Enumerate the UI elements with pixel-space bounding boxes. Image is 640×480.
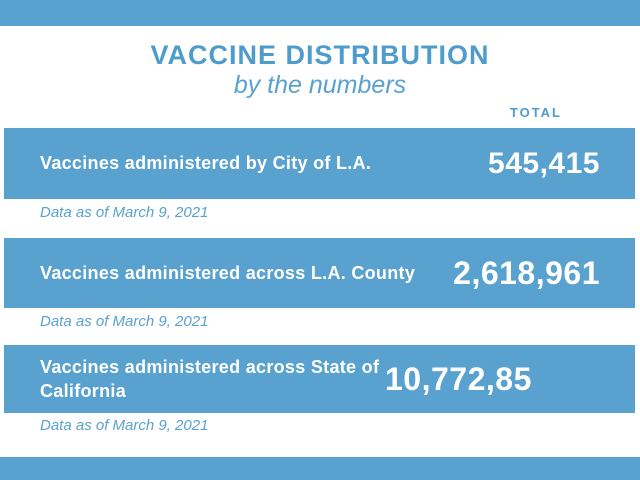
infographic-title: VACCINE DISTRIBUTION — [150, 40, 490, 70]
stat-value: 10,772,85 — [385, 360, 532, 397]
stat-note: Data as of March 9, 2021 — [40, 417, 209, 434]
top-accent-bar — [0, 0, 640, 26]
stat-value: 2,618,961 — [453, 254, 600, 291]
stat-row-california: Vaccines administered across State of Ca… — [4, 345, 635, 413]
infographic-subtitle: by the numbers — [233, 71, 407, 99]
bottom-accent-bar — [0, 457, 640, 480]
stat-row-city-la: Vaccines administered by City of L.A. 54… — [4, 128, 635, 199]
total-column-header: TOTAL — [509, 105, 562, 120]
stat-note: Data as of March 9, 2021 — [40, 313, 209, 330]
stat-label: Vaccines administered across L.A. County — [40, 262, 416, 283]
stat-note: Data as of March 9, 2021 — [40, 204, 209, 221]
stat-label: Vaccines administered across State of Ca… — [40, 356, 380, 401]
stat-value: 545,415 — [488, 146, 600, 180]
stat-row-la-county: Vaccines administered across L.A. County… — [4, 238, 635, 308]
stat-label: Vaccines administered by City of L.A. — [40, 153, 372, 174]
